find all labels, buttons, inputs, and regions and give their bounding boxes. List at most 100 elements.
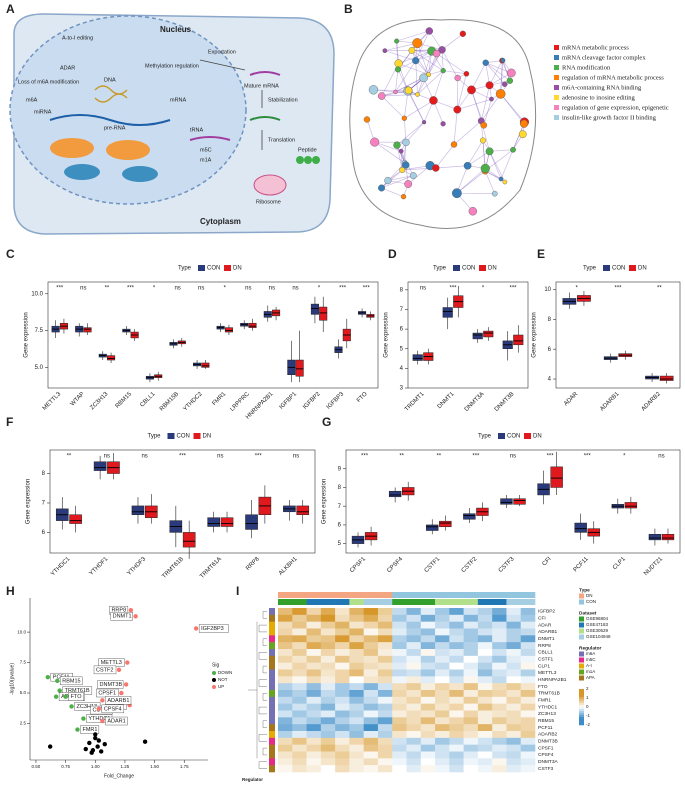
x-tick-label: 0.75 [61,764,70,769]
cell [306,717,322,725]
plot-area [47,281,379,389]
cell [306,737,322,745]
legend-title: Type [148,434,162,440]
box [500,498,513,505]
colorbar-label: -1 [586,713,590,718]
legend-label: GSE47183 [586,622,609,627]
cell [492,635,507,643]
legend-label: m6A-containing RNA binding [562,84,642,91]
significance: * [575,286,578,292]
legend-swatch [554,55,559,60]
significance: *** [472,454,480,460]
cell [420,744,436,752]
type-annotation [449,592,464,598]
cell [292,608,307,616]
cell [492,717,507,725]
dendrogram [262,665,267,674]
edge [404,118,407,143]
x-tick-label: CLP1 [612,556,627,571]
row-label: ADARB2 [538,732,558,738]
cell [506,635,522,643]
box [319,306,328,321]
legend-label: DN [638,266,647,272]
legend-title: Dataset [579,610,597,616]
cell [292,710,307,718]
x-tick-label: CPSF1 [349,556,367,574]
cell [292,724,307,732]
edge [453,120,482,145]
panel-label: E [537,247,545,261]
significance: ** [657,286,662,292]
type-annotation [377,592,393,598]
node [507,68,516,78]
node [394,38,400,44]
cell [278,690,293,698]
cell [463,642,479,650]
label: pre-RNA [104,125,126,131]
edge [373,89,408,92]
label-box [68,692,84,701]
cell [320,621,336,629]
x-tick-label: YTHDC2 [183,391,205,413]
point [125,660,130,665]
edge [428,30,443,51]
cell [406,649,422,657]
legend-label: DN [488,266,497,272]
cell [306,690,322,698]
legend-title: Sig [212,662,219,668]
dataset-annotation [435,599,450,605]
edge [500,149,514,180]
edge [417,70,444,95]
cell [349,649,364,657]
cell [520,717,536,725]
dataset-annotation [377,599,393,605]
cell [420,621,436,629]
cell [392,608,407,616]
legend-marker [212,671,216,675]
footer-label: Regulator [242,777,263,782]
cell [392,724,407,732]
legend-swatch [554,85,559,90]
cell [377,731,393,739]
cell [363,669,379,677]
edge [381,187,404,197]
cell [377,690,393,698]
label-box [60,676,83,686]
cell [520,621,536,629]
cell [435,751,450,759]
edge [500,60,503,94]
cell [449,642,464,650]
cell [506,614,522,622]
point-label: ADAR1 [107,718,125,724]
significance: ns [174,286,180,292]
point [87,740,92,746]
node [370,137,380,147]
node [382,48,388,54]
cell [520,608,536,616]
box [463,513,476,520]
x-tick-label: ADARB2 [641,391,663,413]
cell [278,731,293,739]
y-tick-label: 5.0 [20,690,27,695]
row-label: ZC3H13 [538,711,556,717]
cell [306,635,322,643]
cell [435,676,450,684]
cell [278,683,293,691]
cell [492,696,507,704]
node [451,188,462,199]
significance: *** [363,286,371,292]
colorbar-label: 2 [586,686,589,691]
y-tick-label: 10.0 [31,291,43,297]
node [506,77,514,84]
panel-label: I [236,584,239,598]
cell [306,676,322,684]
node [480,121,488,129]
significance: *** [547,454,555,460]
edge [381,169,403,189]
cell [349,696,364,704]
cell [349,717,364,725]
point [81,716,86,721]
cell [392,669,407,677]
node [489,96,494,102]
cell [506,717,522,725]
